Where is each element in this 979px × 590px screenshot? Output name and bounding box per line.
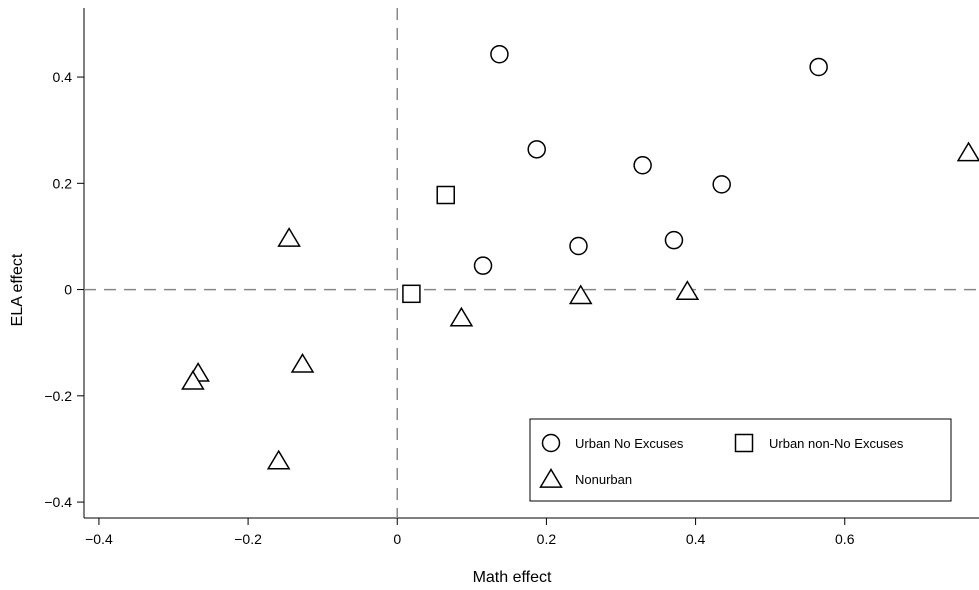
circle-data-point	[809, 57, 828, 77]
legend-items: Urban No Excuses Urban non-No Excuses Nonu…	[539, 433, 904, 488]
axes: −0.4 −0.2 0 0.2 0.4 −0.4 −0.2 0 0.2 0.4 0.6	[44, 8, 979, 547]
triangle-data-point	[266, 449, 291, 470]
x-tick-label: 0.4	[686, 531, 706, 547]
x-tick-label: −0.2	[234, 531, 262, 547]
square-data-point	[402, 284, 421, 304]
circle-data-point	[473, 256, 493, 275]
x-axis-title: Math effect	[473, 569, 552, 586]
x-tick-label: 0.6	[835, 531, 855, 547]
triangle-data-point	[277, 227, 301, 247]
legend-triangle-marker	[539, 468, 563, 488]
legend: Urban No Excuses Urban non-No Excuses Nonu…	[529, 418, 952, 502]
legend-label: Urban No Excuses	[575, 436, 684, 451]
legend-box	[529, 418, 952, 502]
triangle-data-point	[181, 369, 205, 390]
legend-label: Urban non-No Excuses	[769, 436, 904, 451]
triangle-data-point	[290, 352, 315, 373]
x-tick-label: −0.4	[85, 531, 113, 547]
triangle-data-point	[675, 280, 700, 300]
circle-data-point	[712, 175, 731, 194]
x-tick-label: 0	[393, 531, 401, 547]
circle-data-point	[490, 44, 509, 64]
legend-square-marker	[734, 433, 754, 453]
reference-lines	[84, 8, 979, 518]
circle-data-point	[664, 230, 684, 250]
y-axis-title: ELA effect	[9, 253, 26, 326]
triangle-data-point	[568, 284, 593, 305]
circle-data-point	[527, 140, 546, 159]
y-tick-label: 0	[64, 282, 72, 298]
legend-circle-marker	[541, 433, 561, 453]
square-data-point	[436, 185, 455, 205]
triangle-data-point	[956, 141, 979, 162]
data-points	[181, 44, 979, 470]
circle-data-point	[569, 236, 588, 256]
y-tick-label: 0.2	[53, 175, 73, 191]
y-tick-label: −0.4	[44, 494, 72, 510]
circle-data-point	[633, 156, 652, 175]
y-tick-label: −0.2	[44, 388, 72, 404]
legend-label: Nonurban	[575, 472, 632, 487]
triangle-data-point	[449, 306, 474, 327]
y-tick-label: 0.4	[53, 69, 73, 85]
y-ticks: −0.4 −0.2 0 0.2 0.4	[44, 69, 84, 510]
x-tick-label: 0.2	[537, 531, 557, 547]
x-ticks: −0.4 −0.2 0 0.2 0.4 0.6	[85, 518, 855, 547]
